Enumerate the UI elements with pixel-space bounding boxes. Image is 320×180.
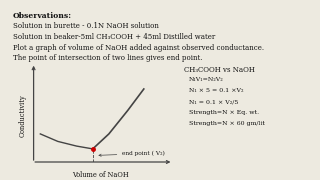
Text: Conductivity: Conductivity xyxy=(19,94,27,137)
Text: The point of intersection of two lines gives end point.: The point of intersection of two lines g… xyxy=(13,54,202,62)
Text: Plot a graph of volume of NaOH added against observed conductance.: Plot a graph of volume of NaOH added aga… xyxy=(13,44,264,52)
Text: N₁ = 0.1 × V₂/5: N₁ = 0.1 × V₂/5 xyxy=(189,99,238,104)
Text: Solution in beaker-5ml CH₃COOH + 45ml Distilled water: Solution in beaker-5ml CH₃COOH + 45ml Di… xyxy=(13,33,215,41)
Text: N₁V₁=N₂V₂: N₁V₁=N₂V₂ xyxy=(189,77,224,82)
Text: end point ( V₂): end point ( V₂) xyxy=(99,151,165,156)
Text: CH₃COOH vs NaOH: CH₃COOH vs NaOH xyxy=(184,66,255,74)
Text: N₁ × 5 = 0.1 ×V₂: N₁ × 5 = 0.1 ×V₂ xyxy=(189,88,243,93)
Text: Strength=N × 60 gm/lit: Strength=N × 60 gm/lit xyxy=(189,121,265,126)
Text: Volume of NaOH: Volume of NaOH xyxy=(73,171,129,179)
Text: Observations:: Observations: xyxy=(13,12,72,20)
Text: Strength=N × Eq. wt.: Strength=N × Eq. wt. xyxy=(189,110,259,115)
Text: Solution in burette - 0.1N NaOH solution: Solution in burette - 0.1N NaOH solution xyxy=(13,22,159,30)
